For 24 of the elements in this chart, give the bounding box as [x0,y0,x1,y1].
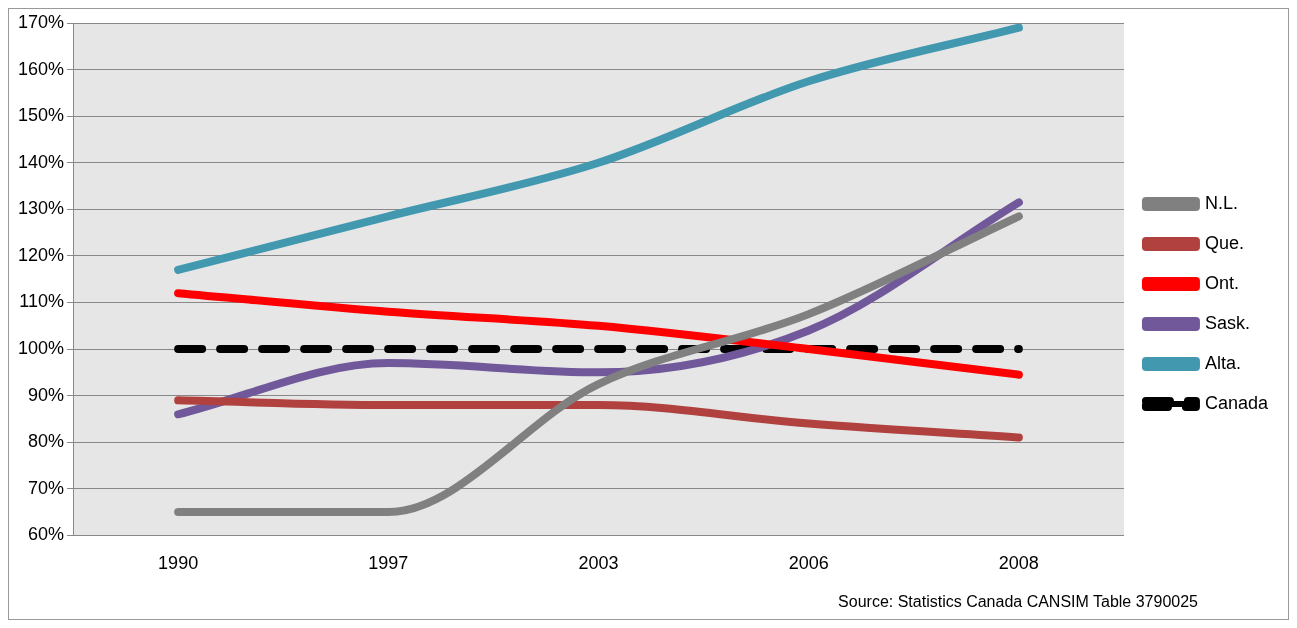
x-tick-label: 2006 [788,553,829,574]
x-tick-label: 1997 [368,553,409,574]
y-tick-label: 80% [28,431,65,452]
y-tick-label: 70% [28,477,65,498]
x-tick-label: 2008 [998,553,1039,574]
y-tick-label: 120% [17,244,65,265]
legend-label: N.L. [1204,192,1238,213]
y-tick-label: 170% [17,11,65,32]
legend-label: Sask. [1204,312,1250,333]
y-tick-label: 130% [17,198,65,219]
y-tick-label: 110% [19,291,65,312]
y-tick-label: 140% [17,151,65,172]
x-tick-label: 2003 [578,553,619,574]
y-tick-label: 60% [28,524,65,545]
y-tick-label: 150% [17,105,65,126]
y-tick-label: 160% [17,58,65,79]
y-tick-label: 90% [28,384,65,405]
legend-label: Alta. [1204,352,1241,373]
legend-label: Ont. [1204,272,1239,293]
legend-label: Canada [1204,392,1269,413]
source-note: Source: Statistics Canada CANSIM Table 3790025 [838,593,1198,611]
y-tick-label: 100% [17,338,65,359]
x-tick-label: 1990 [158,553,199,574]
legend-label: Que. [1204,232,1244,253]
